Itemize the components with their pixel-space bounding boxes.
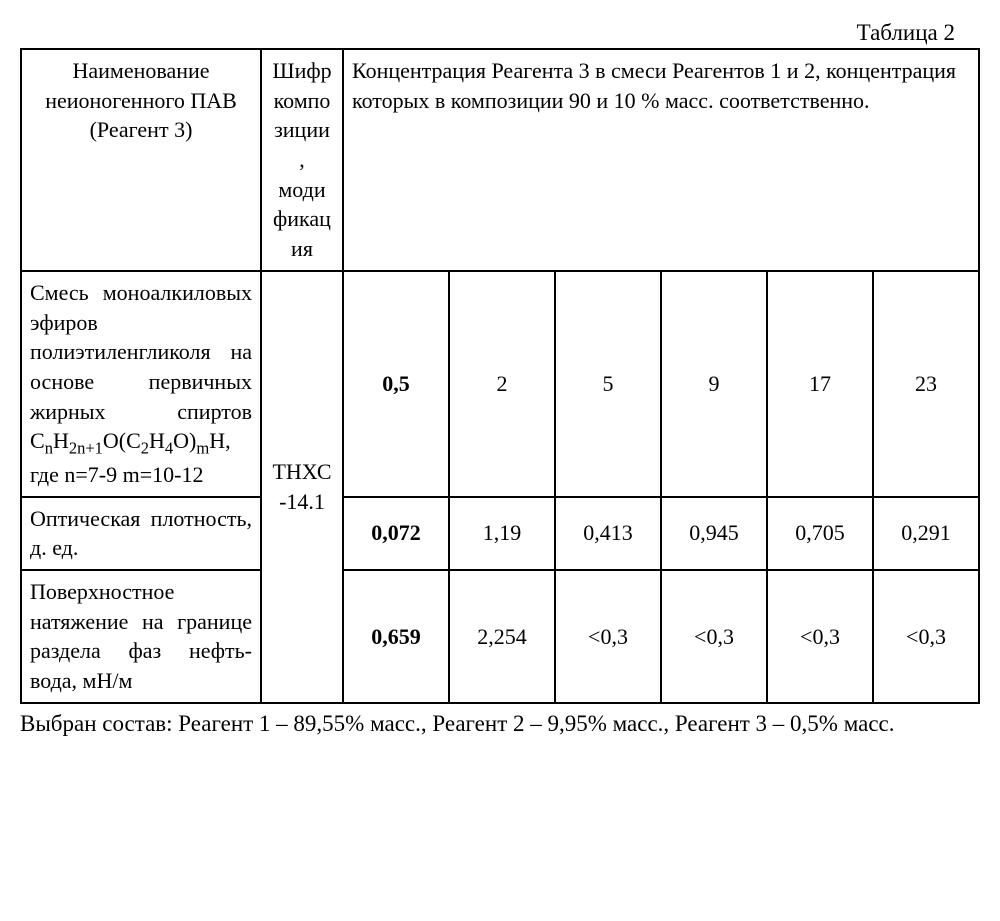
table-caption: Таблица 2 bbox=[20, 20, 980, 46]
cell: 0,5 bbox=[343, 271, 449, 497]
footer-text: Выбран состав: Реагент 1 – 89,55% масс.,… bbox=[20, 708, 980, 739]
cell: 5 bbox=[555, 271, 661, 497]
header-row: Наименование неионогенного ПАВ (Реагент … bbox=[21, 49, 979, 271]
table-row: Поверхностное натяжение на границе разде… bbox=[21, 570, 979, 703]
header-col3: Концентрация Реагента 3 в смеси Реагенто… bbox=[343, 49, 979, 271]
header-col1: Наименование неионогенного ПАВ (Реагент … bbox=[21, 49, 261, 271]
cell: 9 bbox=[661, 271, 767, 497]
cell: 0,705 bbox=[767, 497, 873, 570]
cell: <0,3 bbox=[767, 570, 873, 703]
cell: <0,3 bbox=[873, 570, 979, 703]
cell: <0,3 bbox=[661, 570, 767, 703]
table-row: Оптическая плотность, д. ед. 0,072 1,19 … bbox=[21, 497, 979, 570]
cell: 1,19 bbox=[449, 497, 555, 570]
cell: 0,413 bbox=[555, 497, 661, 570]
cell: 0,659 bbox=[343, 570, 449, 703]
cell: 23 bbox=[873, 271, 979, 497]
cell: <0,3 bbox=[555, 570, 661, 703]
cell: 0,291 bbox=[873, 497, 979, 570]
cell: 0,072 bbox=[343, 497, 449, 570]
row-label-3: Поверхностное натяжение на границе разде… bbox=[21, 570, 261, 703]
header-col2: Шифркомпозиции,модификация bbox=[261, 49, 343, 271]
cell: 2,254 bbox=[449, 570, 555, 703]
cell: 0,945 bbox=[661, 497, 767, 570]
table-row: Смесь моноалкиловых эфиров полиэтиленгли… bbox=[21, 271, 979, 497]
row-label-2: Оптическая плотность, д. ед. bbox=[21, 497, 261, 570]
row-label-1: Смесь моноалкиловых эфиров полиэтиленгли… bbox=[21, 271, 261, 497]
cell: 17 bbox=[767, 271, 873, 497]
code-cell: ТНХС -14.1 bbox=[261, 271, 343, 703]
cell: 2 bbox=[449, 271, 555, 497]
data-table: Наименование неионогенного ПАВ (Реагент … bbox=[20, 48, 980, 704]
